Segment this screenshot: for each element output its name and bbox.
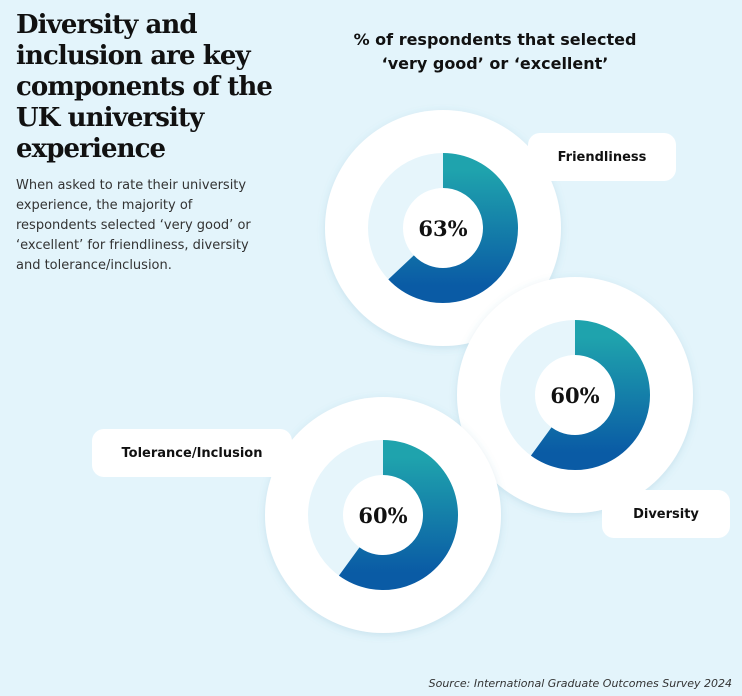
series-label-tolerance-inclusion: Tolerance/Inclusion [121, 445, 263, 461]
donut-arc-tolerance-inclusion [338, 440, 458, 590]
donut-card-tolerance-inclusion [265, 397, 501, 633]
series-label-diversity: Diversity [633, 506, 699, 522]
value-label-diversity: 60% [550, 383, 599, 408]
source-note: Source: International Graduate Outcomes … [428, 677, 732, 690]
headline: Diversity and inclusion are key componen… [16, 10, 273, 164]
donut-card-friendliness [325, 110, 561, 346]
donut-card-diversity [457, 277, 693, 513]
intro-text: When asked to rate their university expe… [16, 178, 251, 273]
label-card-friendliness: Friendliness [528, 133, 676, 181]
label-card-tolerance-inclusion: Tolerance/Inclusion [92, 429, 292, 477]
donut-arc-friendliness [388, 153, 518, 303]
donut-arc-diversity [530, 320, 650, 470]
value-label-friendliness: 63% [418, 216, 467, 241]
series-label-friendliness: Friendliness [557, 149, 647, 165]
chart-title: % of respondents that selected ‘very goo… [353, 30, 637, 73]
label-card-diversity: Diversity [602, 490, 730, 538]
value-label-tolerance-inclusion: 60% [358, 503, 407, 528]
